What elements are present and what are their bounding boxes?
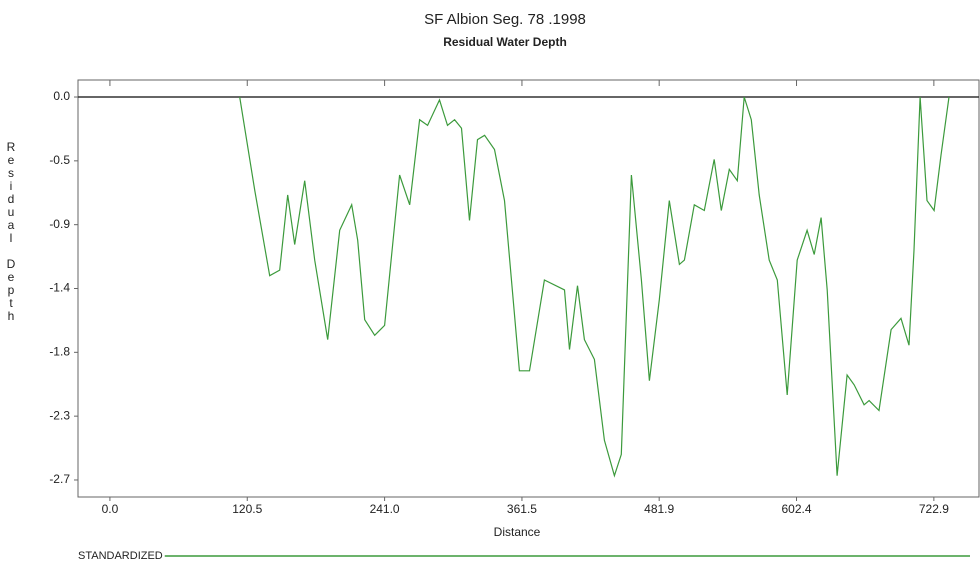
chart-subtitle: Residual Water Depth bbox=[443, 35, 567, 49]
x-tick-label: 361.5 bbox=[507, 502, 537, 516]
y-tick-label: 0.0 bbox=[53, 89, 70, 103]
x-tick-label: 241.0 bbox=[370, 502, 400, 516]
x-tick-label: 722.9 bbox=[919, 502, 949, 516]
y-tick-label: -2.3 bbox=[49, 408, 70, 422]
y-tick-label: -1.4 bbox=[49, 281, 70, 295]
x-tick-label: 602.4 bbox=[782, 502, 812, 516]
x-tick-label: 481.9 bbox=[644, 502, 674, 516]
chart-title: SF Albion Seg. 78 .1998 bbox=[424, 11, 586, 28]
x-tick-label: 0.0 bbox=[102, 502, 119, 516]
legend-label: STANDARDIZED bbox=[78, 550, 163, 562]
x-axis-label: Distance bbox=[494, 525, 541, 539]
plot-frame bbox=[77, 79, 980, 498]
y-axis-label: Residual Depth bbox=[4, 140, 18, 322]
y-tick-label: -0.5 bbox=[49, 153, 70, 167]
y-tick-label: -1.8 bbox=[49, 344, 70, 358]
data-line bbox=[239, 96, 950, 478]
y-tick-label: -2.7 bbox=[49, 472, 70, 486]
y-tick-label: -0.9 bbox=[49, 217, 70, 231]
x-tick-label: 120.5 bbox=[232, 502, 262, 516]
